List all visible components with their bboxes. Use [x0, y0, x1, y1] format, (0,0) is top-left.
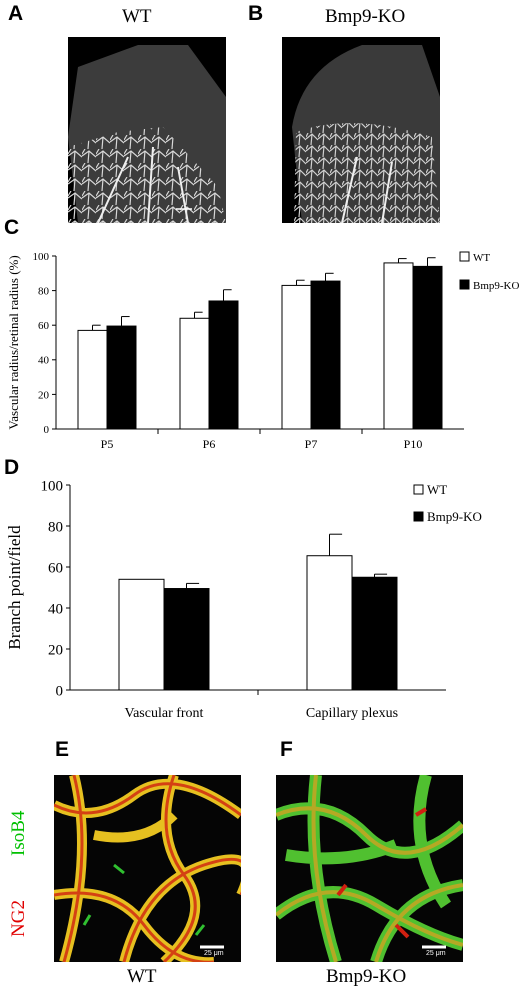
ng2-stain-label: NG2: [8, 900, 29, 937]
bar: [281, 284, 312, 430]
y-tick-label: 40: [48, 601, 63, 617]
x-tick-label: P7: [305, 437, 318, 451]
y-tick-label: 20: [38, 389, 50, 401]
y-tick-label: 60: [48, 560, 63, 576]
bar: [118, 578, 165, 691]
bmp9-ko-isob4-ng2-image: 25 μm: [276, 775, 463, 962]
legend-label: WT: [427, 482, 447, 497]
panel-label-c: C: [4, 216, 20, 239]
y-tick-label: 80: [48, 519, 63, 535]
bar: [179, 317, 210, 430]
legend-swatch: [459, 251, 470, 262]
x-tick-label: P10: [404, 437, 423, 451]
legend-swatch: [413, 484, 424, 495]
bar: [383, 262, 414, 430]
legend-label: WT: [473, 252, 490, 264]
panel-label-f: F: [280, 738, 293, 761]
legend-label: Bmp9-KO: [473, 280, 520, 292]
panel-label-a: A: [8, 2, 24, 25]
bar: [412, 265, 443, 430]
bar: [106, 325, 137, 430]
panel-a-caption: WT: [122, 6, 152, 27]
wt-isob4-ng2-image: 25 μm: [54, 775, 241, 962]
bar: [208, 300, 239, 430]
legend-swatch: [459, 279, 470, 290]
bmp9-ko-retina-image: [282, 37, 440, 223]
y-tick-label: 100: [41, 478, 64, 494]
bar: [77, 329, 108, 430]
y-tick-label: 40: [38, 355, 50, 367]
x-tick-label: Vascular front: [125, 706, 204, 721]
panel-e-caption: WT: [127, 966, 157, 987]
bar: [306, 555, 353, 691]
x-tick-label: P5: [101, 437, 114, 451]
panel-f-caption: Bmp9-KO: [326, 966, 407, 987]
wt-retina-image: [68, 37, 226, 223]
y-tick-label: 100: [33, 251, 50, 263]
legend-label: Bmp9-KO: [427, 509, 482, 524]
y-axis-label: Branch point/field: [5, 525, 24, 650]
x-tick-label: P6: [203, 437, 216, 451]
y-tick-label: 0: [44, 424, 50, 436]
x-tick-label: Capillary plexus: [306, 706, 398, 721]
panel-b-caption: Bmp9-KO: [325, 6, 406, 27]
y-axis-label: Vascular radius/retinal radius (%): [6, 255, 21, 429]
wt-scale-bar-label: 25 μm: [204, 950, 224, 957]
bar: [163, 588, 210, 691]
panel-label-e: E: [55, 738, 70, 761]
y-tick-label: 0: [56, 683, 64, 699]
legend-swatch: [413, 511, 424, 522]
vascular-radius-bar-chart: 0 20 40 60 80 100 Vascular radius/retinal radi…: [6, 251, 520, 451]
bar: [351, 576, 398, 691]
panel-label-b: B: [248, 2, 264, 25]
y-tick-label: 80: [38, 285, 50, 297]
y-tick-label: 60: [38, 320, 50, 332]
panel-label-d: D: [4, 456, 20, 479]
y-tick-label: 20: [48, 642, 63, 658]
ko-scale-bar-label: 25 μm: [426, 950, 446, 957]
isob4-stain-label: IsoB4: [8, 810, 29, 856]
branch-point-bar-chart: 0 20 40 60 80 100 Branch point/field Vascular f…: [5, 478, 482, 721]
bar: [310, 280, 341, 430]
